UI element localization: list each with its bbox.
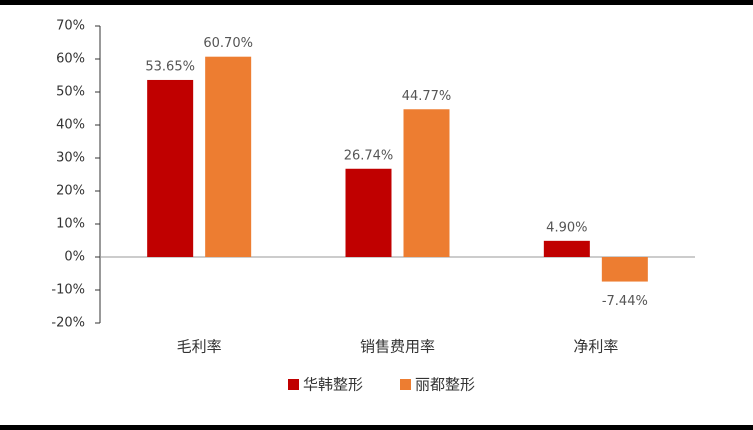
- bar: [345, 168, 392, 257]
- bar: [601, 257, 648, 282]
- y-tick-label: -10%: [51, 283, 85, 298]
- top-border: [0, 0, 753, 5]
- x-tick-label: 净利率: [573, 338, 618, 356]
- y-tick-label: -20%: [51, 316, 85, 331]
- y-tick-label: 30%: [56, 151, 85, 166]
- y-tick-label: 20%: [56, 184, 85, 199]
- y-tick-label: 10%: [56, 217, 85, 232]
- value-label: 44.77%: [402, 89, 452, 104]
- bar: [147, 79, 194, 257]
- bar: [205, 56, 252, 257]
- legend-swatch: [400, 379, 411, 390]
- x-tick-label: 销售费用率: [360, 338, 435, 356]
- legend-swatch: [288, 379, 299, 390]
- value-label: 53.65%: [145, 59, 195, 74]
- bottom-border: [0, 425, 753, 430]
- value-label: 26.74%: [344, 148, 394, 163]
- y-tick-label: 0%: [64, 250, 85, 265]
- legend-label: 丽都整形: [415, 376, 475, 394]
- legend-label: 华韩整形: [303, 376, 363, 394]
- value-label: 4.90%: [546, 220, 587, 235]
- y-tick-label: 70%: [56, 19, 85, 34]
- bar: [543, 240, 590, 257]
- y-tick-label: 40%: [56, 118, 85, 133]
- value-label: 60.70%: [203, 36, 253, 51]
- value-label: -7.44%: [602, 294, 648, 309]
- y-tick-label: 60%: [56, 52, 85, 67]
- bar: [403, 109, 450, 257]
- y-tick-label: 50%: [56, 85, 85, 100]
- x-tick-label: 毛利率: [177, 338, 222, 356]
